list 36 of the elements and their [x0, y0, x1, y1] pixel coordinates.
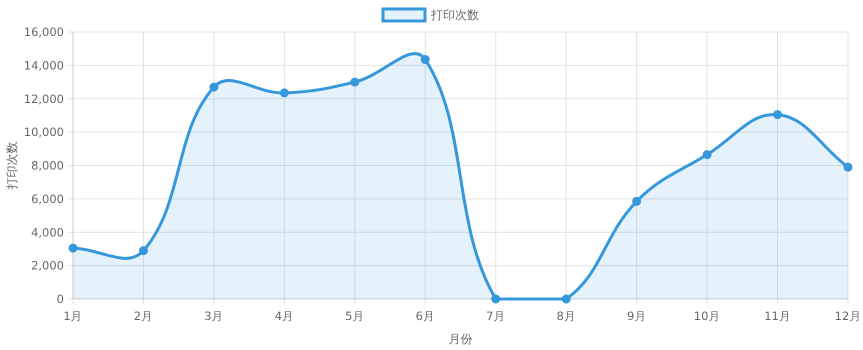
x-tick-label: 8月	[556, 309, 576, 323]
point	[350, 78, 360, 87]
x-tick-label: 11月	[764, 309, 791, 323]
point	[209, 82, 218, 92]
point	[773, 110, 782, 120]
point	[702, 150, 712, 160]
x-axis-title: 月份	[448, 332, 472, 346]
x-tick-label: 2月	[134, 309, 154, 323]
y-tick-label: 4,000	[31, 225, 64, 240]
point	[632, 196, 642, 206]
y-tick-label: 12,000	[24, 92, 64, 106]
y-tick-label: 0	[56, 292, 64, 306]
y-tick-label: 8,000	[31, 158, 64, 172]
point	[68, 244, 78, 253]
x-tick-label: 1月	[63, 309, 83, 323]
legend-label: 打印次数	[430, 8, 479, 22]
point	[562, 294, 571, 304]
point	[420, 55, 430, 64]
y-tick-label: 2,000	[31, 258, 64, 273]
x-tick-label: 9月	[626, 309, 646, 323]
x-tick-label: 6月	[416, 309, 435, 323]
y-tick-label: 6,000	[31, 192, 64, 206]
x-tick-label: 4月	[274, 309, 294, 323]
x-tick-label: 3月	[204, 309, 224, 323]
point	[844, 162, 852, 172]
x-tick-label: 5月	[345, 309, 364, 323]
x-tick-label: 10月	[694, 309, 720, 323]
y-axis-title: 打印次数	[5, 142, 19, 190]
x-tick-label: 7月	[486, 309, 506, 323]
point	[138, 246, 148, 256]
y-tick-label: 10,000	[24, 125, 64, 140]
point	[491, 294, 500, 304]
y-tick-label: 14,000	[24, 58, 64, 72]
y-tick-label: 16,000	[24, 25, 64, 39]
point	[280, 88, 289, 98]
x-tick-label: 12月	[834, 309, 862, 323]
